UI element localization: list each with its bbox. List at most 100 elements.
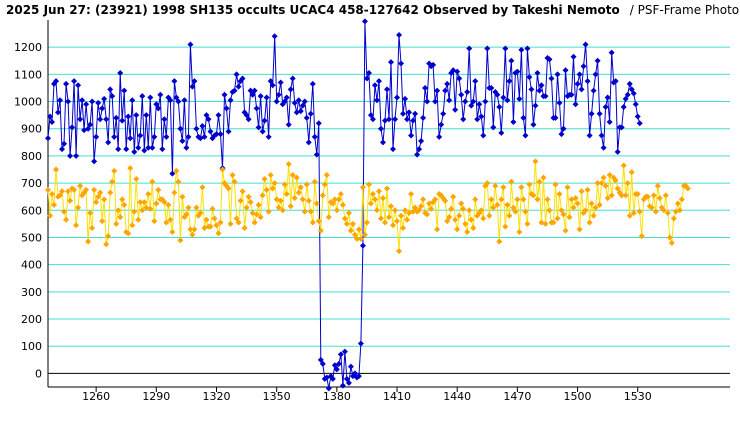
data-point: [139, 93, 146, 100]
data-point: [456, 75, 463, 82]
data-point: [668, 239, 675, 246]
data-point: [634, 113, 641, 120]
data-point: [560, 211, 567, 218]
data-point: [305, 197, 312, 204]
data-point: [383, 86, 390, 93]
y-tick-label: 300: [21, 286, 42, 299]
data-point: [73, 222, 80, 229]
data-point: [530, 192, 537, 199]
data-point: [361, 18, 368, 25]
data-point: [634, 190, 641, 197]
data-point: [123, 146, 130, 153]
data-point: [371, 196, 378, 203]
data-point: [367, 112, 374, 119]
data-point: [237, 197, 244, 204]
y-tick-label: 800: [21, 150, 42, 163]
x-tick-label: 1350: [263, 390, 291, 403]
data-point: [576, 71, 583, 78]
data-point: [560, 125, 567, 132]
data-point: [181, 97, 188, 104]
data-point: [337, 190, 344, 197]
data-point: [602, 103, 609, 110]
data-point: [440, 110, 447, 117]
data-point: [554, 71, 561, 78]
data-point: [408, 190, 415, 197]
data-point: [95, 193, 102, 200]
data-point: [299, 196, 306, 203]
data-point: [251, 87, 258, 94]
data-point: [57, 192, 64, 199]
data-point: [490, 204, 497, 211]
data-point: [309, 80, 316, 87]
data-point: [49, 190, 56, 197]
data-point: [357, 235, 364, 242]
data-point: [297, 184, 304, 191]
data-point: [167, 216, 174, 223]
data-point: [534, 196, 541, 203]
data-point: [608, 49, 615, 56]
data-point: [482, 98, 489, 105]
data-point: [95, 99, 102, 106]
data-point: [596, 110, 603, 117]
data-point: [65, 188, 72, 195]
data-point: [259, 192, 266, 199]
data-point: [91, 186, 98, 193]
data-point: [209, 205, 216, 212]
data-point: [430, 61, 437, 68]
data-point: [524, 45, 531, 52]
data-point: [542, 93, 549, 100]
y-tick-label: 700: [21, 177, 42, 190]
data-point: [87, 210, 94, 217]
data-point: [49, 118, 56, 125]
data-point: [131, 148, 138, 155]
data-point: [287, 86, 294, 93]
x-tick-label: 1380: [323, 390, 351, 403]
data-point: [307, 208, 314, 215]
data-point: [386, 116, 392, 123]
data-point: [568, 91, 575, 98]
data-point: [556, 190, 563, 197]
data-point: [562, 67, 569, 74]
data-point: [161, 199, 168, 206]
data-point: [620, 162, 627, 169]
data-point: [215, 112, 222, 119]
data-point: [420, 196, 427, 203]
data-point: [666, 234, 673, 241]
data-point: [199, 123, 206, 130]
y-tick-label: 1000: [14, 96, 42, 109]
data-point: [313, 151, 320, 158]
data-point: [676, 207, 683, 214]
data-point: [173, 94, 180, 101]
data-point: [504, 97, 511, 104]
data-point: [406, 109, 413, 116]
data-point: [285, 161, 292, 168]
data-point: [432, 98, 439, 105]
data-point: [458, 91, 465, 98]
data-point: [97, 189, 104, 196]
data-point: [151, 133, 158, 140]
data-point: [245, 116, 252, 123]
data-point: [572, 101, 579, 108]
y-tick-label: 500: [21, 231, 42, 244]
data-point: [63, 80, 70, 87]
data-point: [253, 211, 260, 218]
data-point: [604, 94, 611, 101]
data-point: [375, 188, 382, 195]
data-point: [45, 135, 51, 142]
data-point: [183, 211, 190, 218]
data-point: [600, 174, 607, 181]
data-point: [55, 109, 62, 116]
data-point: [189, 83, 196, 90]
data-point: [498, 196, 505, 203]
data-point: [273, 98, 280, 105]
data-point: [251, 219, 258, 226]
data-point: [57, 97, 64, 104]
data-point: [217, 219, 224, 226]
data-point: [365, 70, 372, 77]
data-point: [508, 178, 515, 185]
data-point: [377, 125, 384, 132]
data-point: [295, 189, 302, 196]
data-point: [255, 201, 262, 208]
data-point: [119, 196, 126, 203]
data-point: [291, 99, 298, 106]
